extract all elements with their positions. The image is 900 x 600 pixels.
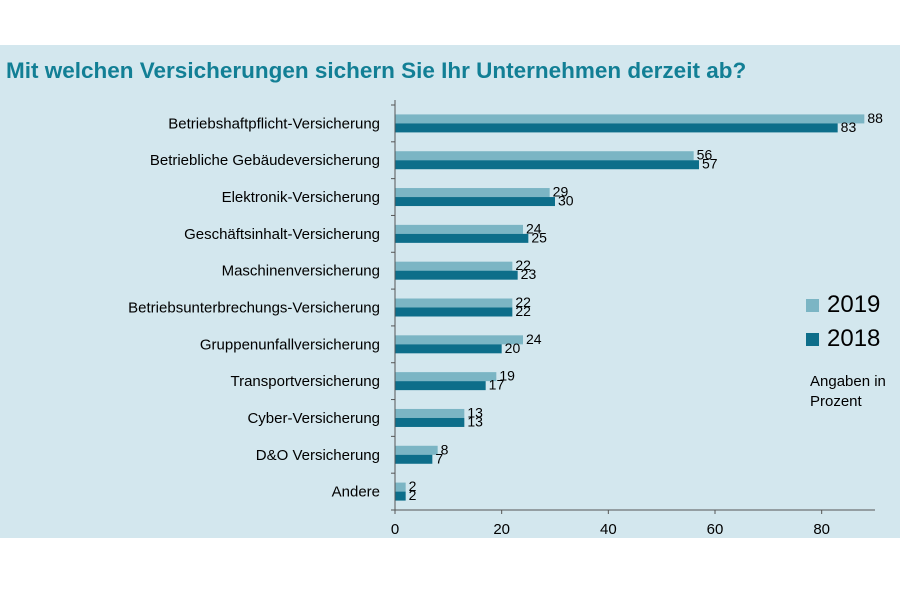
bar-2018 bbox=[395, 344, 502, 354]
legend-swatch-2018 bbox=[806, 332, 819, 346]
data-label-2019: 2 bbox=[409, 478, 417, 494]
data-label-2018: 13 bbox=[467, 413, 483, 429]
category-label: Betriebsunterbrechungs-Versicherung bbox=[128, 300, 380, 317]
data-label-2019: 13 bbox=[467, 404, 483, 420]
category-label: Maschinenversicherung bbox=[222, 263, 380, 280]
bar-2019 bbox=[395, 151, 694, 161]
data-label-2019: 88 bbox=[867, 110, 883, 126]
bar-2018 bbox=[395, 160, 699, 170]
x-tick-label: 0 bbox=[391, 521, 399, 538]
bar-2019 bbox=[395, 298, 513, 308]
x-tick-label: 60 bbox=[707, 521, 724, 538]
legend-label-2018: 2018 bbox=[827, 325, 881, 352]
legend-label-2019: 2019 bbox=[827, 291, 881, 318]
data-label-2019: 8 bbox=[441, 441, 449, 457]
chart-title: Mit welchen Versicherungen sichern Sie I… bbox=[6, 58, 747, 83]
data-label-2018: 7 bbox=[435, 450, 443, 466]
bar-2019 bbox=[395, 482, 406, 492]
bar-2018 bbox=[395, 197, 555, 207]
bar-2019 bbox=[395, 335, 523, 345]
data-label-2018: 83 bbox=[841, 119, 857, 135]
bar-2019 bbox=[395, 408, 465, 418]
category-label: Geschäftsinhalt-Versicherung bbox=[184, 226, 380, 243]
category-label: Betriebliche Gebäudeversicherung bbox=[150, 152, 380, 169]
legend: 2019 2018 bbox=[806, 288, 900, 356]
category-label: Elektronik-Versicherung bbox=[222, 189, 380, 206]
data-label-2018: 20 bbox=[505, 340, 521, 356]
bar-2019 bbox=[395, 445, 438, 455]
data-label-2019: 19 bbox=[499, 368, 515, 384]
data-label-2019: 56 bbox=[697, 147, 713, 163]
bar-2019 bbox=[395, 114, 865, 124]
data-label-2019: 22 bbox=[515, 294, 531, 310]
x-tick-label: 40 bbox=[600, 521, 617, 538]
category-label: Gruppenunfallversicherung bbox=[200, 336, 380, 353]
bar-2018 bbox=[395, 417, 465, 427]
category-label: Cyber-Versicherung bbox=[247, 410, 380, 427]
bar-2018 bbox=[395, 381, 486, 391]
data-label-2019: 24 bbox=[526, 220, 542, 236]
unit-note: Angaben in Prozent bbox=[810, 373, 886, 410]
data-label-2018: 30 bbox=[558, 193, 574, 209]
legend-item-2018: 2018 bbox=[806, 322, 900, 356]
x-tick-label: 20 bbox=[493, 521, 510, 538]
bar-2019 bbox=[395, 261, 513, 271]
bar-2018 bbox=[395, 491, 406, 501]
bar-2018 bbox=[395, 233, 529, 243]
bar-2019 bbox=[395, 224, 523, 234]
category-label: Transportversicherung bbox=[230, 373, 380, 390]
data-label-2019: 24 bbox=[526, 331, 542, 347]
legend-item-2019: 2019 bbox=[806, 288, 900, 322]
bar-2018 bbox=[395, 123, 838, 133]
data-label-2018: 2 bbox=[409, 487, 417, 503]
data-label-2018: 25 bbox=[531, 229, 547, 245]
bar-2018 bbox=[395, 270, 518, 280]
data-label-2018: 17 bbox=[489, 377, 505, 393]
category-label: Betriebshaftpflicht-Versicherung bbox=[168, 115, 380, 132]
data-label-2019: 22 bbox=[515, 257, 531, 273]
legend-swatch-2019 bbox=[806, 298, 819, 312]
x-tick-label: 80 bbox=[813, 521, 830, 538]
category-label: Andere bbox=[332, 484, 380, 501]
bar-2018 bbox=[395, 454, 433, 464]
bar-2018 bbox=[395, 307, 513, 317]
data-label-2018: 22 bbox=[515, 303, 531, 319]
data-label-2018: 57 bbox=[702, 156, 718, 172]
data-label-2018: 23 bbox=[521, 266, 537, 282]
category-label: D&O Versicherung bbox=[256, 447, 380, 464]
bar-2019 bbox=[395, 372, 497, 382]
data-label-2019: 29 bbox=[553, 184, 569, 200]
bar-2019 bbox=[395, 188, 550, 198]
